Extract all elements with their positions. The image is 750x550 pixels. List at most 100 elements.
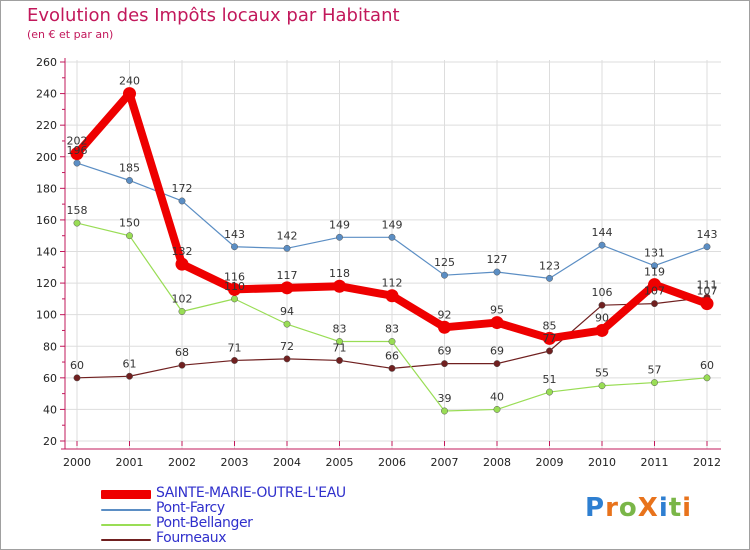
data-label: 55 [595, 367, 609, 380]
data-point [280, 281, 294, 295]
y-tick-label: 200 [36, 151, 57, 164]
grid-lines [63, 60, 721, 449]
data-point [438, 320, 451, 334]
data-point [333, 279, 346, 293]
data-label: 149 [329, 218, 350, 231]
data-label: 172 [172, 182, 193, 195]
data-point [493, 268, 501, 276]
data-point [73, 374, 81, 382]
data-label: 66 [385, 349, 399, 362]
data-labels: 202 240 132 116 117 118 112 92 95 85 90 119 107 196 18… [67, 75, 718, 405]
chart-title: Evolution des Impôts locaux par Habitant [27, 5, 400, 26]
legend-label-pont-bellanger: Pont-Bellanger [156, 515, 253, 531]
data-label: 40 [490, 390, 504, 403]
data-point [493, 360, 501, 368]
x-tick-label: 2003 [221, 456, 249, 469]
x-tick-label: 2002 [168, 456, 196, 469]
data-point [126, 232, 133, 240]
data-point [703, 374, 711, 382]
chart-subtitle: (en € et par an) [27, 28, 114, 41]
y-tick-label: 120 [36, 277, 57, 290]
legend-swatch-pont-farcy [101, 509, 151, 511]
x-tick-label: 2008 [483, 456, 511, 469]
data-point [283, 244, 291, 252]
data-point [703, 243, 711, 251]
data-point [651, 262, 658, 270]
data-label: 107 [697, 285, 718, 298]
y-tick-label: 160 [36, 214, 57, 227]
x-tick-label: 2000 [63, 456, 91, 469]
data-label: 143 [224, 228, 245, 241]
x-tick-label: 2009 [536, 456, 564, 469]
data-point [385, 289, 399, 303]
data-point [283, 355, 291, 363]
data-label: 77 [543, 332, 557, 345]
data-label: 185 [119, 161, 140, 174]
data-label: 131 [644, 247, 665, 260]
data-point [651, 379, 658, 387]
data-label: 95 [490, 304, 504, 317]
y-tick-label: 60 [43, 372, 57, 385]
x-tick-label: 2006 [378, 456, 406, 469]
data-label: 118 [329, 267, 350, 280]
data-point [283, 320, 291, 328]
data-label: 57 [648, 364, 662, 377]
y-tick-label: 40 [43, 403, 57, 416]
data-label: 94 [280, 305, 294, 318]
data-label: 125 [434, 256, 455, 269]
data-label: 240 [119, 75, 140, 88]
x-tick-label: 2012 [693, 456, 721, 469]
data-point [336, 338, 343, 345]
data-label: 142 [277, 229, 298, 242]
data-point [388, 338, 396, 345]
data-point [231, 243, 238, 251]
data-point [598, 382, 606, 390]
data-point [231, 357, 238, 364]
data-label: 106 [592, 286, 613, 299]
data-point [648, 278, 661, 292]
data-point [700, 297, 714, 311]
y-tick-label: 180 [36, 182, 57, 195]
data-point [73, 159, 81, 167]
data-point [336, 357, 343, 364]
y-tick-label: 140 [36, 246, 57, 259]
data-point [73, 219, 81, 227]
legend-swatch-pont-bellanger [101, 524, 151, 526]
legend-swatch-fourneaux [101, 539, 151, 541]
proxiti-logo: ProXiti [585, 493, 692, 523]
data-label: 144 [592, 226, 613, 239]
series-lines [70, 87, 714, 415]
data-label: 60 [700, 359, 714, 372]
data-point [598, 301, 606, 309]
data-label: 202 [67, 135, 88, 148]
data-point [388, 364, 396, 372]
y-tick-label: 240 [36, 88, 57, 101]
y-tick-label: 80 [43, 340, 57, 353]
data-label: 83 [333, 323, 347, 336]
data-point [546, 274, 553, 282]
data-label: 71 [228, 341, 242, 354]
data-label: 90 [595, 311, 609, 324]
x-tick-label: 2001 [116, 456, 144, 469]
data-point [595, 323, 609, 337]
data-point [175, 257, 189, 271]
data-label: 112 [382, 277, 403, 290]
data-point [441, 407, 448, 415]
data-point [490, 316, 504, 330]
data-point [123, 87, 136, 101]
logo-letter: o [618, 493, 638, 523]
x-tick-label: 2011 [641, 456, 669, 469]
data-label: 107 [644, 285, 665, 298]
y-tick-label: 220 [36, 119, 57, 132]
data-label: 71 [333, 341, 347, 354]
data-label: 123 [539, 259, 560, 272]
data-label: 116 [224, 270, 245, 283]
x-tick-label: 2007 [431, 456, 459, 469]
data-label: 83 [385, 323, 399, 336]
data-label: 150 [119, 217, 140, 230]
data-label: 127 [487, 253, 508, 266]
data-label: 111 [697, 278, 718, 291]
x-tick-label: 2005 [326, 456, 354, 469]
logo-letter: r [605, 493, 619, 523]
